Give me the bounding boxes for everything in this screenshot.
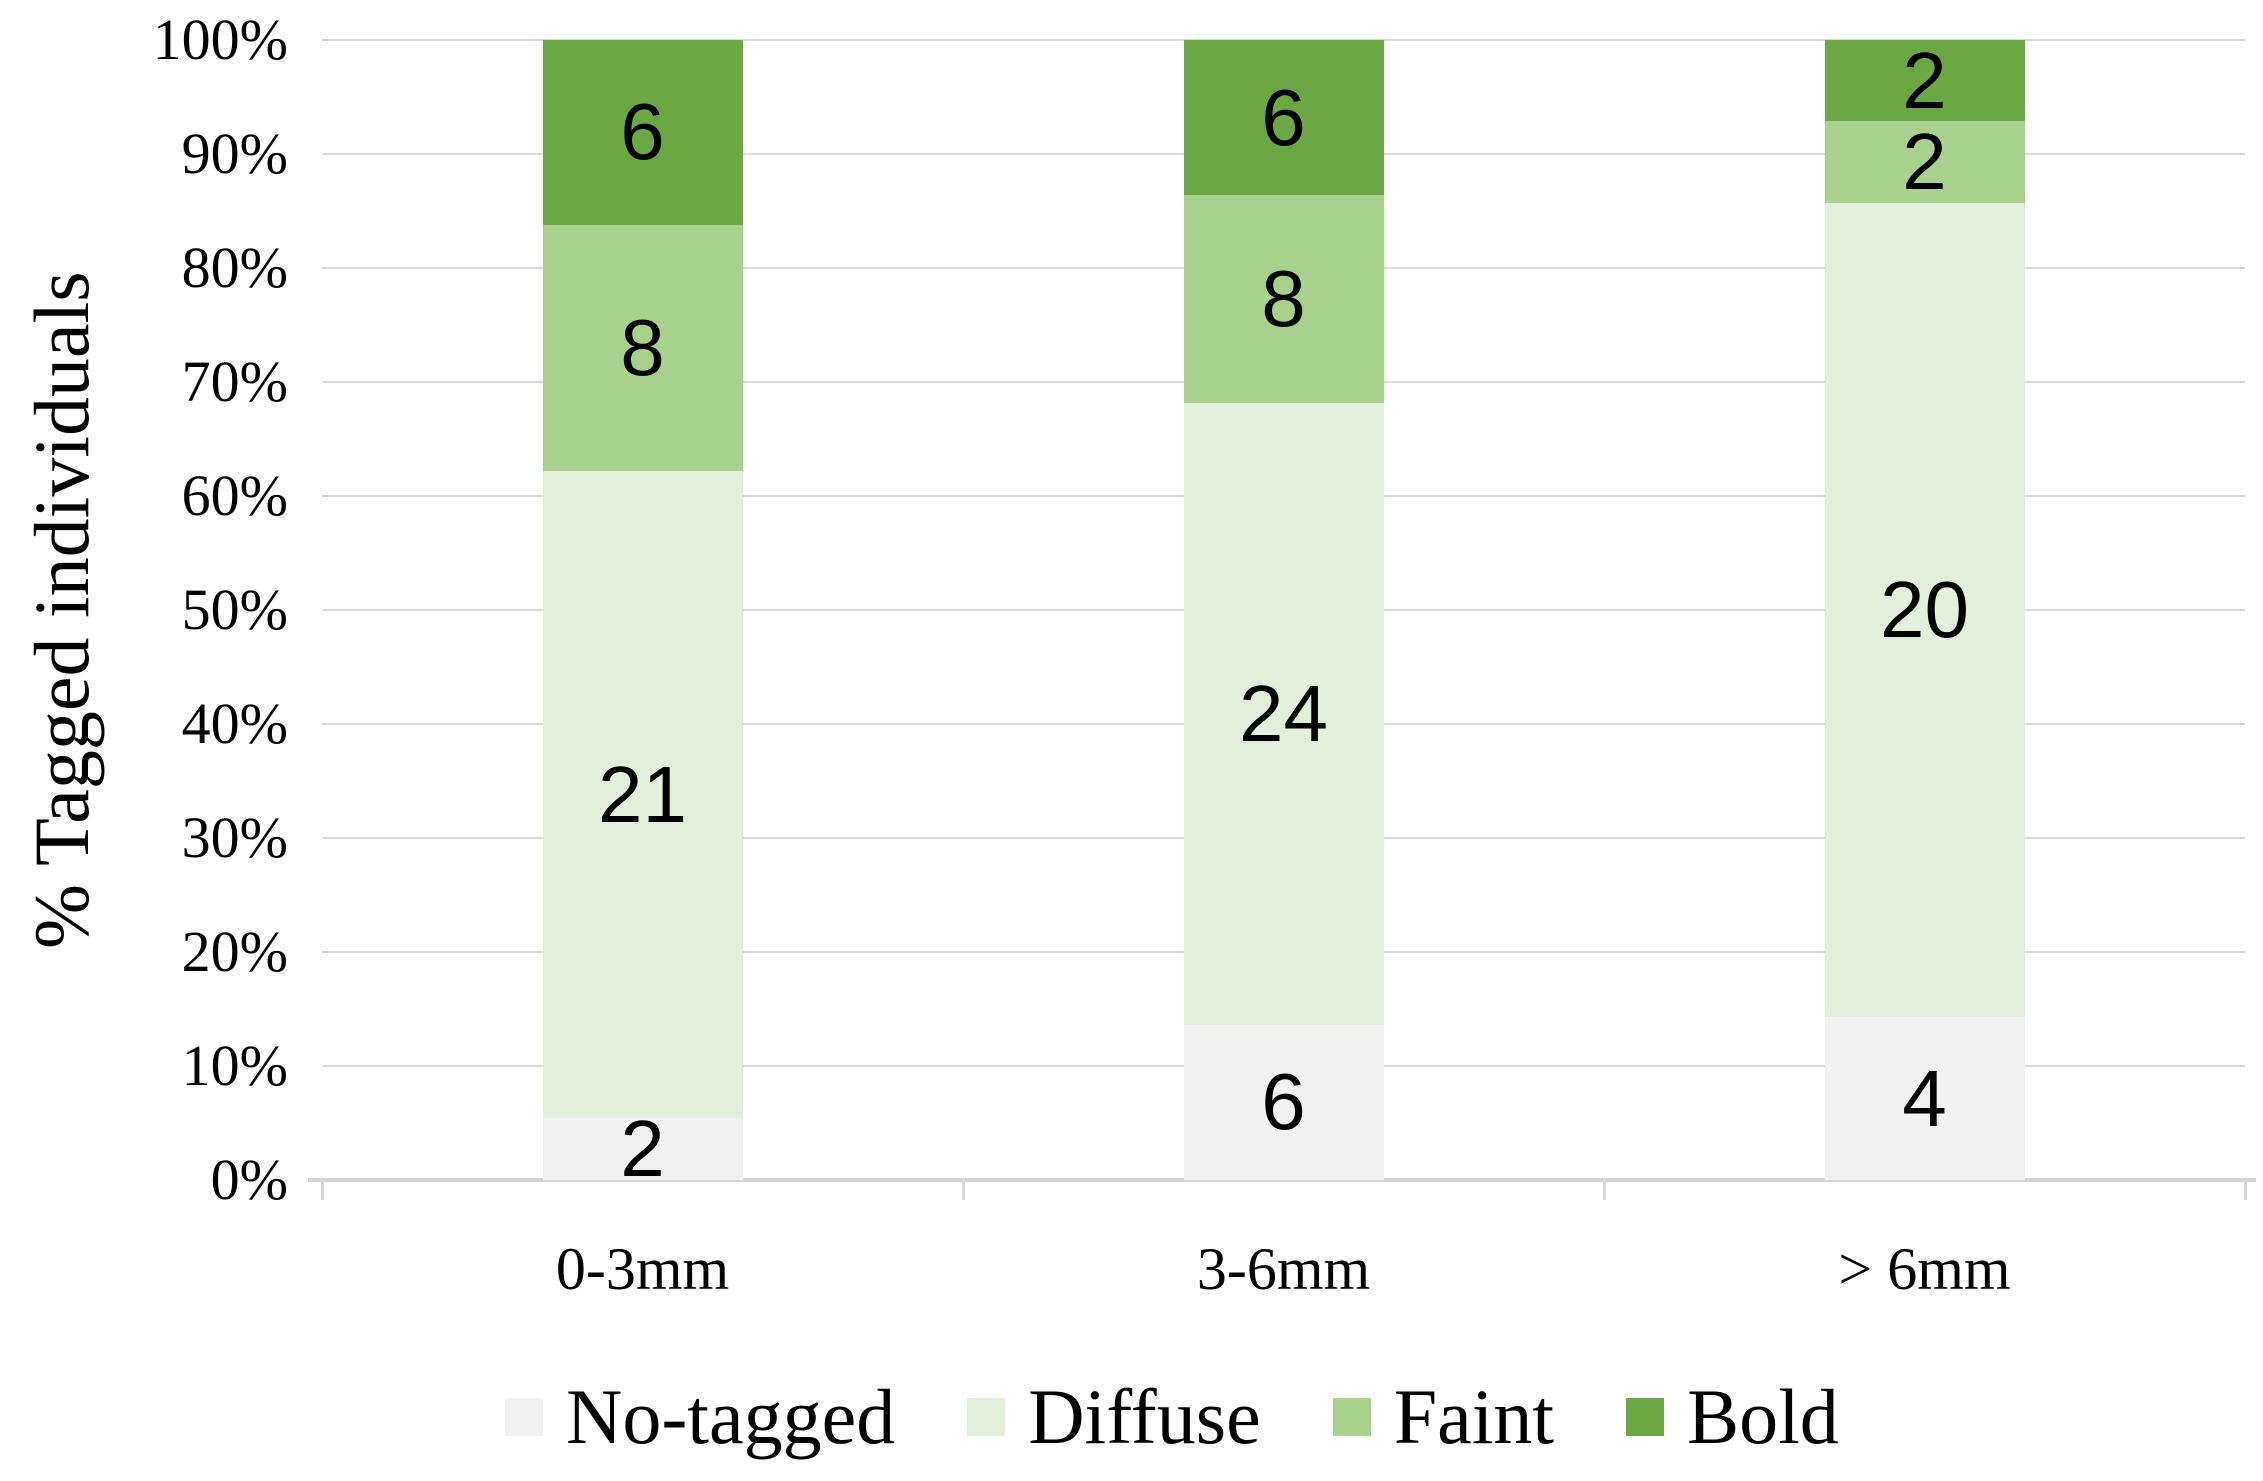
legend-swatch-faint (1332, 1398, 1371, 1436)
data-label: 4 (1902, 1053, 1947, 1143)
legend-label: Faint (1393, 1373, 1555, 1460)
legend-item-no-tagged: No-tagged (505, 1378, 895, 1456)
x-axis-tick (1603, 1180, 1606, 1200)
legend-label: No-tagged (566, 1373, 896, 1460)
segment-faint: 8 (1183, 195, 1384, 403)
y-tick-label: 10% (181, 1033, 288, 1098)
y-tick-label: 80% (181, 235, 288, 300)
segment-diffuse: 20 (1824, 202, 2025, 1018)
segment-faint: 2 (1824, 117, 2025, 207)
y-tick-label: 90% (181, 121, 288, 186)
x-axis-tick (962, 1180, 965, 1200)
y-tick-label: 100% (152, 7, 288, 72)
x-category-label-3-6mm: 3-6mm (1196, 1236, 1371, 1302)
legend-label: Diffuse (1028, 1373, 1261, 1460)
data-label: 8 (620, 303, 665, 393)
legend-item-bold: Bold (1626, 1378, 1839, 1456)
y-tick-label: 30% (181, 805, 288, 870)
segment-diffuse: 21 (542, 471, 743, 1119)
legend-label: Bold (1687, 1373, 1839, 1460)
segment-diffuse: 24 (1183, 402, 1384, 1025)
data-label: 2 (1902, 117, 1947, 207)
segment-no-tagged: 6 (1183, 1024, 1384, 1180)
segment-bold: 6 (542, 40, 743, 225)
data-label: 21 (598, 749, 687, 839)
y-tick-label: 40% (181, 691, 288, 756)
y-tick-label: 70% (181, 349, 288, 414)
bar-3-6mm: 6 8 24 6 (1183, 40, 1384, 1180)
legend-item-faint: Faint (1332, 1373, 1555, 1460)
bar-0-3mm: 6 8 21 2 (542, 40, 743, 1189)
segment-no-tagged: 4 (1824, 1017, 2025, 1180)
data-label: 2 (1902, 35, 1947, 125)
data-label: 2 (620, 1104, 665, 1194)
y-tick-label: 20% (181, 919, 288, 984)
y-tick-label: 60% (181, 463, 288, 528)
legend-swatch-diffuse (967, 1398, 1006, 1436)
segment-bold: 6 (1183, 40, 1384, 196)
gridline (322, 39, 2245, 41)
y-tick-label: 50% (181, 577, 288, 642)
legend-item-diffuse: Diffuse (967, 1378, 1261, 1456)
y-tick-label: 0% (210, 1147, 288, 1212)
x-axis-line (308, 1178, 2256, 1182)
data-label: 8 (1261, 254, 1306, 344)
legend-swatch-no-tagged (505, 1398, 543, 1436)
segment-no-tagged: 2 (542, 1109, 743, 1189)
data-label: 6 (1261, 72, 1306, 162)
x-axis-tick (321, 1180, 324, 1200)
legend-swatch-bold (1626, 1398, 1665, 1436)
x-category-label-0-3mm: 0-3mm (555, 1236, 730, 1302)
data-label: 6 (620, 87, 665, 177)
bar--6mm: 2 2 20 4 (1824, 35, 2025, 1180)
data-label: 20 (1880, 565, 1969, 655)
segment-bold: 2 (1824, 35, 2025, 125)
plot-area: 6 8 21 2 6 8 24 6 2 2 20 4 (322, 35, 2245, 1189)
segment-faint: 8 (542, 224, 743, 472)
x-category-label--6mm: > 6mm (1838, 1236, 2011, 1302)
data-label: 24 (1239, 668, 1328, 758)
data-label: 6 (1261, 1057, 1306, 1147)
x-axis-tick (2244, 1180, 2247, 1200)
legend: No-tagged Diffuse Faint Bold (505, 1378, 1839, 1456)
